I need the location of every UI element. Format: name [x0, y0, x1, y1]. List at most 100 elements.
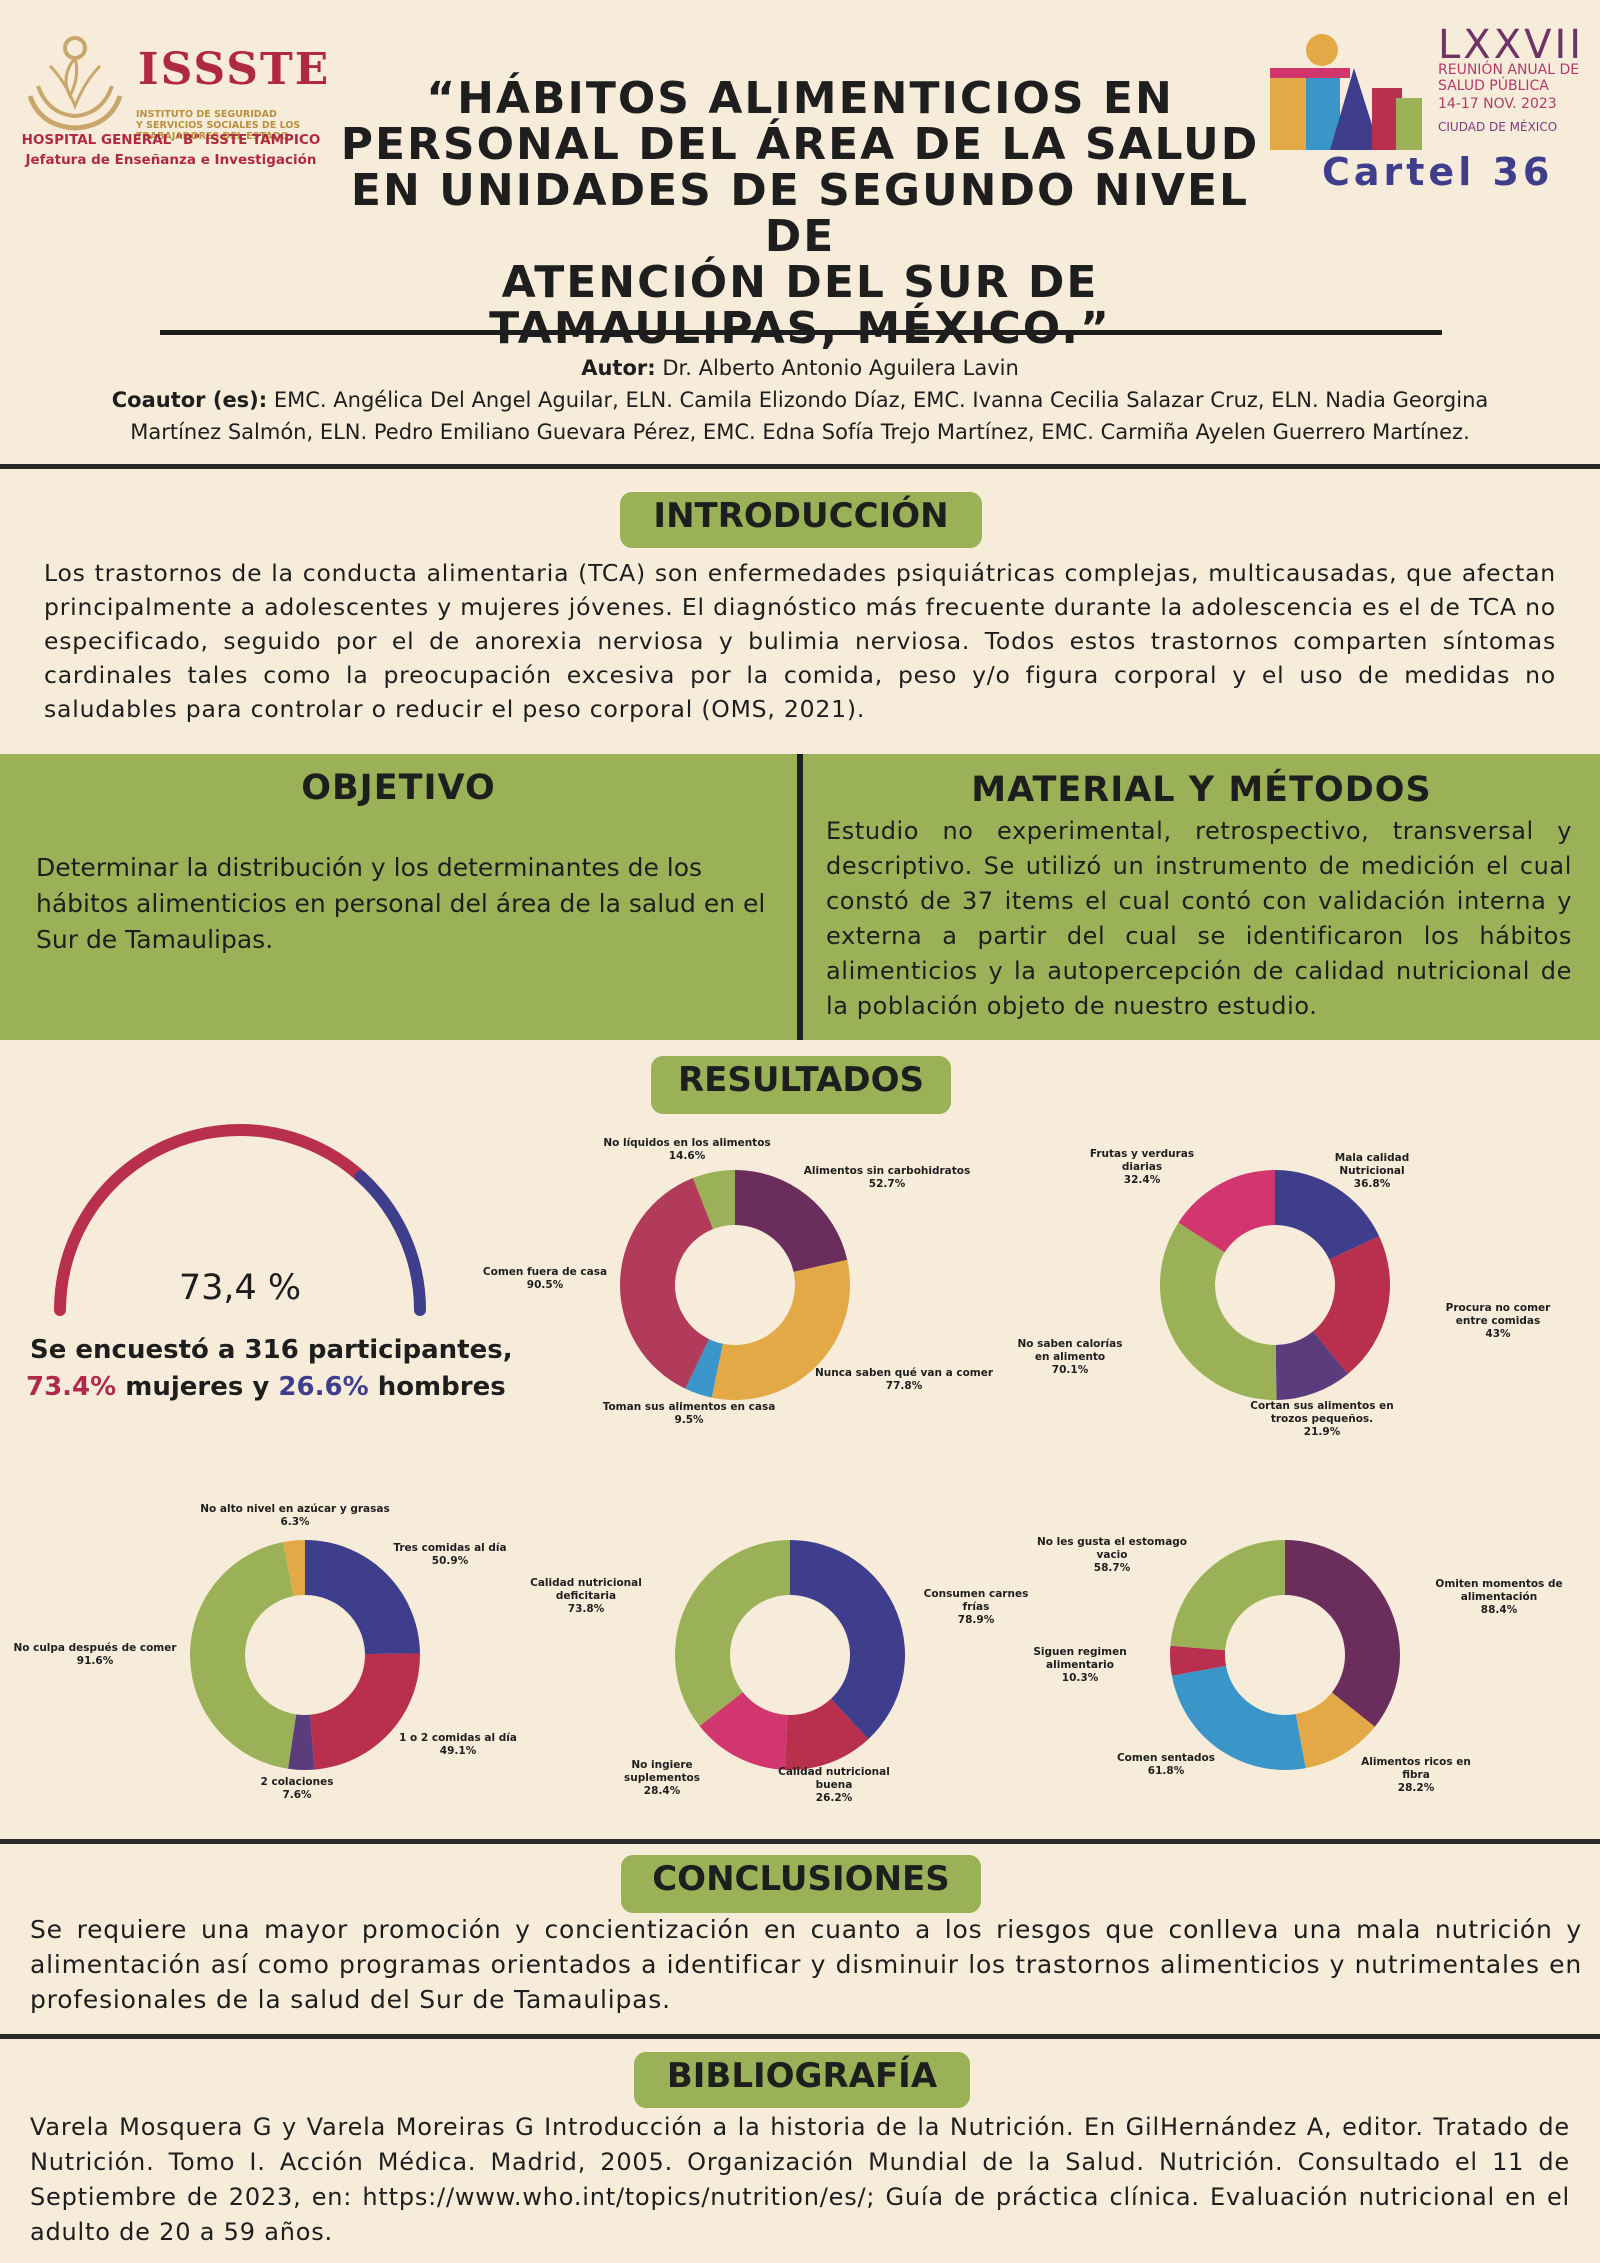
issste-subtitle-line: Y SERVICIOS SOCIALES DE LOS [136, 120, 301, 131]
chart-label: No alto nivel en azúcar y grasas 6.3% [200, 1503, 390, 1528]
donut-chart-nutrition-awareness [1160, 1170, 1390, 1400]
donut-slice [1170, 1540, 1285, 1651]
men-percentage: 26.6% [278, 1372, 369, 1402]
issste-emblem-icon [27, 36, 123, 131]
methods-heading: MATERIAL Y MÉTODOS [971, 770, 1432, 810]
donut-slice [735, 1170, 848, 1272]
donut-slice [1275, 1331, 1348, 1400]
chart-label: No les gusta el estomago vacio 58.7% [1036, 1536, 1188, 1574]
title-line: EN UNIDADES DE SEGUNDO NIVEL DE [350, 165, 1250, 262]
donut-slice [1275, 1170, 1380, 1260]
donut-slice [288, 1714, 315, 1770]
gauge-value: 73,4 % [178, 1268, 302, 1308]
title-line: ATENCIÓN DEL SUR DE [501, 257, 1099, 308]
chart-label: Comen fuera de casa 90.5% [482, 1266, 608, 1291]
chart-label: Tres comidas al día 50.9% [393, 1542, 507, 1567]
chart-label: Procura no comer entre comidas 43% [1445, 1302, 1551, 1340]
chart-label: Comen sentados 61.8% [1116, 1752, 1216, 1777]
conference-number: LXXVII [1438, 22, 1585, 68]
donut-slice [1313, 1236, 1390, 1374]
title-line: “HÁBITOS ALIMENTICIOS EN [426, 73, 1174, 124]
objective-text: Determinar la distribución y los determi… [36, 853, 766, 954]
donut-slice [675, 1540, 790, 1727]
conference-city: CIUDAD DE MÉXICO [1438, 120, 1558, 134]
donut-slice [190, 1542, 297, 1769]
coauthor-line: Coautor (es): EMC. Angélica Del Angel Ag… [30, 384, 1570, 416]
section-divider [0, 2034, 1600, 2039]
hospital-name: HOSPITAL GENERAL "B" ISSTE TAMPICO [21, 132, 321, 148]
issste-subtitle-line: INSTITUTO DE SEGURIDAD [136, 109, 277, 120]
introduction-text: Los trastornos de la conducta alimentari… [44, 559, 1556, 723]
chart-label: Consumen carnes frías 78.9% [923, 1588, 1029, 1626]
conference-line: REUNIÓN ANUAL DE [1438, 62, 1580, 78]
gauge-arc-hombres [354, 1170, 426, 1316]
chart-label: Siguen regimen alimentario 10.3% [1033, 1646, 1127, 1684]
conference-emblem-icon [1270, 34, 1422, 150]
chart-label: Mala calidad Nutricional 36.8% [1334, 1152, 1410, 1190]
donut-slice [784, 1698, 869, 1770]
donut-chart-nutrition-quality [675, 1540, 905, 1770]
men-label: hombres [377, 1372, 506, 1402]
title-line: TAMAULIPAS, MÉXICO.” [489, 303, 1111, 354]
author-name: Dr. Alberto Antonio Aguilera Lavin [662, 356, 1019, 380]
coauthor-label: Coautor (es): [111, 388, 268, 412]
conference-line: SALUD PÚBLICA [1438, 78, 1549, 94]
poster-title: “HÁBITOS ALIMENTICIOS EN PERSONAL DEL ÁR… [330, 76, 1270, 352]
donut-chart-meal-frequency [190, 1540, 420, 1770]
chart-label: 2 colaciones 7.6% [260, 1776, 334, 1801]
women-percentage: 73.4% [26, 1372, 117, 1402]
conference-logo-block: LXXVII REUNIÓN ANUAL DE SALUD PÚBLICA 14… [1270, 22, 1590, 202]
issste-subtitle-line: TRABAJADORES DEL ESTADO [136, 131, 289, 142]
methods-text: Estudio no experimental, retrospectivo, … [826, 817, 1572, 1020]
chart-label: No líquidos en los alimentos 14.6% [603, 1137, 771, 1162]
coauthors-2: Martínez Salmón, ELN. Pedro Emiliano Gue… [130, 420, 1470, 444]
conclusions-text: Se requiere una mayor promoción y concie… [30, 1915, 1582, 2014]
donut-slice [1160, 1222, 1277, 1400]
section-divider [0, 464, 1600, 469]
donut-slice [790, 1540, 905, 1740]
donut-chart-meal-behavior [1170, 1540, 1400, 1770]
bibliography-text: Varela Mosquera G y Varela Moreiras G In… [30, 2113, 1570, 2246]
results-heading: RESULTADOS [651, 1056, 951, 1114]
chart-label: Calidad nutricional buena 26.2% [778, 1766, 890, 1804]
authors-block: Autor: Dr. Alberto Antonio Aguilera Lavi… [30, 352, 1570, 448]
chart-label: Frutas y verduras diarias 32.4% [1089, 1148, 1195, 1186]
donut-slice [1171, 1665, 1306, 1770]
donut-slice [310, 1653, 420, 1770]
objective-heading: OBJETIVO [301, 768, 496, 808]
issste-logo-block: ISSSTE INSTITUTO DE SEGURIDAD Y SERVICIO… [20, 26, 340, 176]
chart-label: No saben calorías en alimento 70.1% [1017, 1338, 1123, 1376]
issste-title: ISSSTE [138, 44, 331, 95]
donut-slice [685, 1339, 723, 1398]
donut-slice [305, 1540, 420, 1655]
conclusions-heading: CONCLUSIONES [621, 1855, 981, 1913]
issste-subtitle: INSTITUTO DE SEGURIDAD Y SERVICIOS SOCIA… [136, 109, 356, 142]
chart-label: Cortan sus alimentos en trozos pequeños.… [1250, 1400, 1394, 1438]
donut-slice [282, 1540, 305, 1597]
coauthors-1: EMC. Angélica Del Angel Aguilar, ELN. Ca… [273, 388, 1489, 412]
chart-label: No culpa después de comer 91.6% [13, 1642, 177, 1667]
gender-gauge-chart [54, 1124, 426, 1316]
donut-slice [1285, 1540, 1400, 1727]
title-line: PERSONAL DEL ÁREA DE LA SALUD [340, 119, 1260, 170]
chart-label: Alimentos ricos en fibra 28.2% [1361, 1756, 1471, 1794]
donut-slice [699, 1692, 788, 1770]
chart-label: 1 o 2 comidas al día 49.1% [399, 1732, 517, 1757]
donut-slice [1295, 1692, 1375, 1769]
donut-chart-eating-habits [620, 1170, 850, 1400]
chart-label: Toman sus alimentos en casa 9.5% [602, 1401, 776, 1426]
gender-caption: 73.4% mujeres y 26.6% hombres [26, 1372, 506, 1402]
donut-slice [620, 1177, 714, 1389]
cartel-number: Cartel 36 [1322, 150, 1554, 194]
conference-dates: 14-17 NOV. 2023 [1438, 96, 1557, 112]
title-divider [160, 330, 1442, 335]
section-divider [0, 1839, 1600, 1844]
chart-label: Nunca saben qué van a comer 77.8% [814, 1367, 994, 1392]
donut-slice [1178, 1170, 1275, 1253]
women-label: mujeres y [125, 1372, 270, 1402]
chart-label: Calidad nutricional deficitaria 73.8% [530, 1577, 642, 1615]
donut-slice [1170, 1645, 1226, 1676]
chart-label: Omiten momentos de alimentación 88.4% [1435, 1578, 1563, 1616]
chart-label: No ingiere suplementos 28.4% [624, 1759, 700, 1797]
author-label: Autor: [581, 356, 656, 380]
